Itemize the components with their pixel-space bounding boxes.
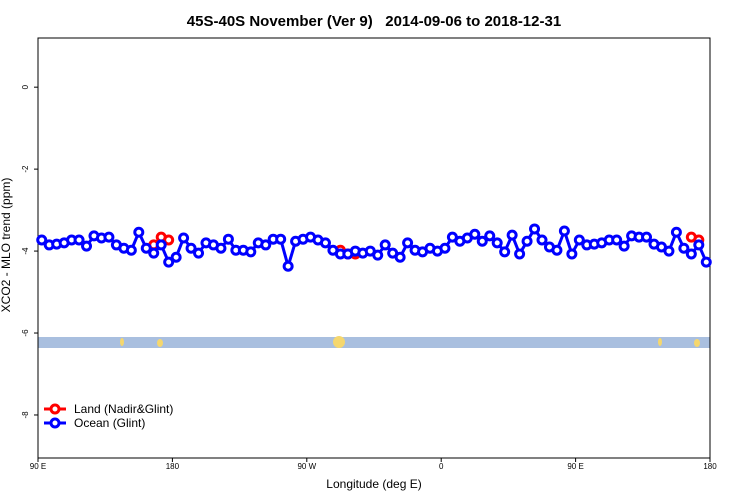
data-point bbox=[700, 256, 712, 268]
data-point bbox=[222, 233, 234, 245]
data-point bbox=[484, 230, 496, 242]
data-point bbox=[81, 240, 93, 252]
data-point bbox=[282, 260, 294, 272]
legend-marker bbox=[49, 403, 61, 415]
y-tick-label: -6 bbox=[21, 329, 30, 337]
y-tick-label: -2 bbox=[21, 165, 30, 173]
data-point bbox=[529, 223, 541, 235]
data-point bbox=[641, 231, 653, 243]
chart-title: 45S-40S November (Ver 9) 2014-09-06 to 2… bbox=[187, 13, 561, 30]
data-point bbox=[670, 226, 682, 238]
data-point bbox=[215, 242, 227, 254]
data-point bbox=[36, 234, 48, 246]
data-point bbox=[476, 235, 488, 247]
x-tick-label: 180 bbox=[703, 462, 717, 471]
data-point bbox=[402, 237, 414, 249]
data-point bbox=[611, 234, 623, 246]
data-point bbox=[521, 235, 533, 247]
data-point bbox=[439, 242, 451, 254]
x-tick-label: 90 W bbox=[297, 462, 316, 471]
data-point bbox=[319, 237, 331, 249]
data-point bbox=[163, 234, 175, 246]
data-point bbox=[678, 242, 690, 254]
data-point bbox=[245, 246, 257, 258]
data-point bbox=[170, 251, 182, 263]
legend-marker bbox=[49, 417, 61, 429]
data-point bbox=[178, 232, 190, 244]
data-point bbox=[551, 244, 563, 256]
surface-strip bbox=[38, 336, 710, 348]
data-point bbox=[148, 247, 160, 259]
data-point bbox=[379, 239, 391, 251]
data-point bbox=[193, 247, 205, 259]
data-point bbox=[394, 251, 406, 263]
data-point bbox=[155, 239, 167, 251]
data-point bbox=[73, 234, 85, 246]
data-point bbox=[618, 240, 630, 252]
data-point bbox=[275, 233, 287, 245]
x-axis-label: Longitude (deg E) bbox=[326, 477, 421, 491]
data-point bbox=[573, 234, 585, 246]
data-point bbox=[693, 239, 705, 251]
data-point bbox=[125, 244, 137, 256]
data-point bbox=[663, 245, 675, 257]
y-tick-label: 0 bbox=[21, 84, 30, 89]
data-point bbox=[566, 248, 578, 260]
plot-frame bbox=[37, 37, 711, 459]
data-point bbox=[372, 249, 384, 261]
x-tick-label: 90 E bbox=[567, 462, 583, 471]
data-point bbox=[185, 242, 197, 254]
data-point bbox=[558, 225, 570, 237]
y-axis-label: XCO2 - MLO trend (ppm) bbox=[0, 178, 13, 313]
data-point bbox=[506, 229, 518, 241]
data-point bbox=[514, 248, 526, 260]
x-tick-label: 90 E bbox=[30, 462, 46, 471]
data-point bbox=[163, 256, 175, 268]
y-tick-label: -8 bbox=[21, 411, 30, 419]
x-tick-label: 0 bbox=[439, 462, 444, 471]
data-point bbox=[469, 228, 481, 240]
data-point bbox=[133, 226, 145, 238]
x-tick-label: 180 bbox=[166, 462, 180, 471]
data-point bbox=[536, 234, 548, 246]
legend-label: Land (Nadir&Glint) bbox=[74, 402, 173, 416]
data-point bbox=[685, 248, 697, 260]
data-point bbox=[499, 246, 511, 258]
data-point bbox=[491, 237, 503, 249]
legend-label: Ocean (Glint) bbox=[74, 416, 145, 430]
y-tick-label: -4 bbox=[21, 247, 30, 255]
data-point bbox=[260, 239, 272, 251]
data-point bbox=[140, 242, 152, 254]
data-point bbox=[103, 231, 115, 243]
